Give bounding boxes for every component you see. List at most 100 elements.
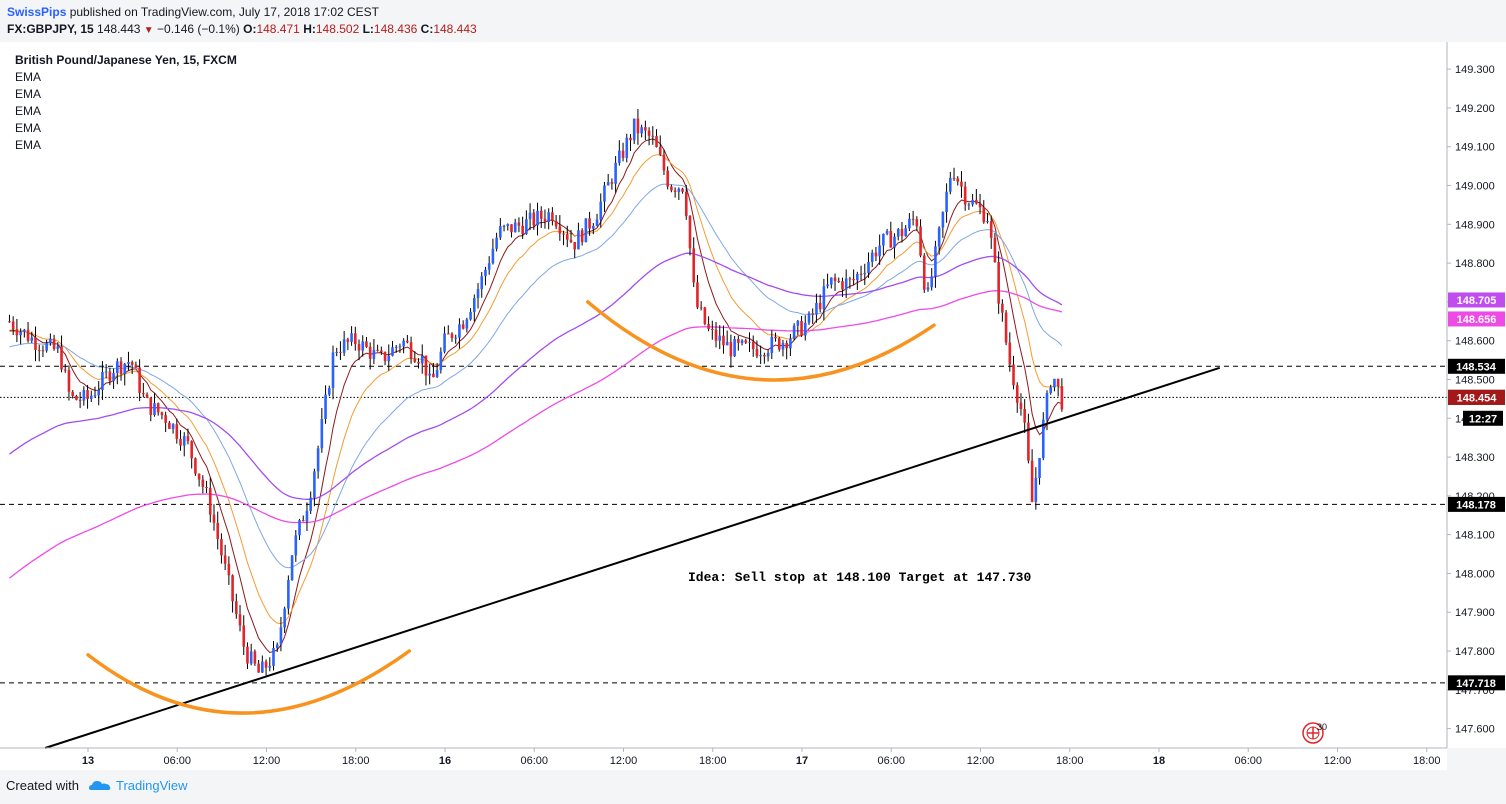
candle-body[interactable] [138,367,141,394]
candle-body[interactable] [696,282,699,308]
candle-body[interactable] [543,218,547,222]
candle-body[interactable] [130,361,134,365]
candle-body[interactable] [432,373,435,378]
candle-body[interactable] [911,218,915,220]
candle-body[interactable] [539,210,543,219]
candle-body[interactable] [67,370,71,392]
footer-tradingview-link[interactable]: TradingView [89,778,188,793]
candle-body[interactable] [922,255,926,290]
candle-body[interactable] [1038,458,1041,479]
candle-body[interactable] [145,394,149,398]
candle-body[interactable] [956,178,960,182]
candle-body[interactable] [528,212,532,220]
candle-body[interactable] [856,273,859,281]
candle-body[interactable] [971,199,974,205]
candle-body[interactable] [294,535,298,556]
candle-body[interactable] [997,262,1000,304]
candle-body[interactable] [365,341,368,347]
candle-body[interactable] [316,448,320,472]
candle-body[interactable] [112,373,115,381]
candle-body[interactable] [1041,419,1045,459]
candle-body[interactable] [190,441,193,459]
candle-body[interactable] [346,339,350,342]
candle-body[interactable] [424,355,428,376]
candle-body[interactable] [945,191,948,213]
candle-body[interactable] [164,415,167,423]
candle-body[interactable] [975,199,978,204]
candle-body[interactable] [532,212,536,226]
candle-body[interactable] [1027,422,1030,461]
candle-body[interactable] [52,338,56,349]
candle-body[interactable] [554,221,558,227]
candle-body[interactable] [982,207,986,223]
candle-body[interactable] [495,237,498,249]
candle-body[interactable] [610,182,614,184]
candle-body[interactable] [197,473,201,480]
ema-line[interactable] [9,252,1063,500]
symbol-label[interactable]: FX:GBPJPY, 15 [7,22,94,36]
candle-body[interactable] [104,371,108,373]
candle-body[interactable] [331,352,335,389]
candle-body[interactable] [833,277,837,281]
candle-body[interactable] [1008,342,1012,365]
candle-body[interactable] [796,320,800,326]
candle-body[interactable] [536,210,539,226]
candle-body[interactable] [870,252,874,262]
candle-body[interactable] [11,321,15,330]
candle-body[interactable] [194,458,197,474]
candle-body[interactable] [175,424,179,439]
candle-body[interactable] [89,395,93,399]
candle-body[interactable] [499,226,502,238]
candle-body[interactable] [268,665,272,668]
candle-body[interactable] [476,289,480,299]
candle-body[interactable] [60,346,63,370]
candle-body[interactable] [435,370,439,378]
candle-body[interactable] [606,182,610,186]
candle-body[interactable] [298,520,301,536]
candle-body[interactable] [75,395,78,400]
candle-body[interactable] [963,186,967,205]
ema-line[interactable] [9,154,1063,625]
candle-body[interactable] [859,273,863,275]
candle-body[interactable] [722,335,725,346]
candle-body[interactable] [37,349,41,351]
candle-body[interactable] [766,353,770,357]
candle-body[interactable] [525,219,528,234]
candle-body[interactable] [469,311,472,320]
candle-body[interactable] [305,510,309,522]
candle-body[interactable] [1060,386,1064,410]
legend-symbol-title[interactable]: British Pound/Japanese Yen, 15, FXCM [15,53,237,67]
candle-body[interactable] [484,269,487,277]
candle-body[interactable] [629,137,632,141]
candle-body[interactable] [123,363,127,374]
candle-body[interactable] [97,390,101,396]
legend-study-ema[interactable]: EMA [15,70,42,84]
candle-body[interactable] [439,351,443,371]
candle-body[interactable] [279,627,283,645]
candle-body[interactable] [714,329,718,341]
candle-body[interactable] [19,331,22,336]
candle-body[interactable] [446,333,450,335]
candle-body[interactable] [34,337,37,350]
candle-body[interactable] [201,479,205,488]
candle-body[interactable] [655,136,658,147]
candle-body[interactable] [63,369,67,371]
candle-body[interactable] [725,341,729,346]
candle-body[interactable] [737,339,740,343]
candle-body[interactable] [249,651,253,664]
arc-drawing[interactable] [586,300,936,382]
candle-body[interactable] [179,438,182,446]
candle-body[interactable] [116,361,119,374]
candle-body[interactable] [651,135,655,137]
candle-body[interactable] [569,239,573,243]
candle-body[interactable] [235,601,238,615]
candle-body[interactable] [160,412,164,416]
candle-body[interactable] [580,230,584,243]
candle-body[interactable] [71,391,74,396]
candle-body[interactable] [398,346,402,348]
candle-body[interactable] [368,346,372,359]
candle-body[interactable] [335,351,339,353]
candle-body[interactable] [684,191,688,217]
candle-body[interactable] [774,336,777,339]
candle-body[interactable] [82,390,86,401]
